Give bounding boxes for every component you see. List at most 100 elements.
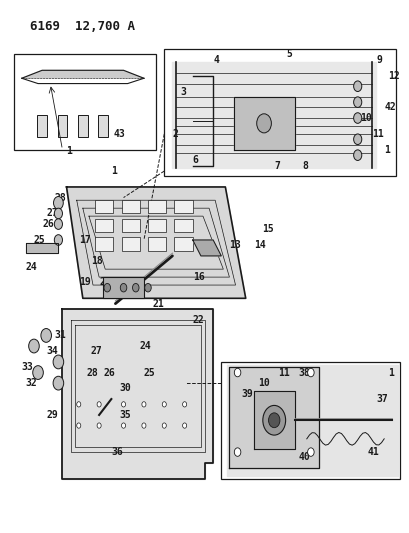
Circle shape: [182, 423, 186, 428]
Bar: [164, 49, 396, 176]
Text: 41: 41: [367, 447, 379, 457]
Circle shape: [144, 284, 151, 292]
Bar: [121, 219, 139, 232]
Text: 25: 25: [144, 368, 155, 377]
Circle shape: [54, 219, 62, 229]
Circle shape: [182, 402, 186, 407]
Bar: [221, 362, 400, 479]
Bar: [37, 115, 47, 136]
Circle shape: [53, 376, 63, 390]
Circle shape: [162, 402, 166, 407]
Text: 10: 10: [359, 113, 371, 123]
Polygon shape: [62, 309, 213, 479]
Text: 9: 9: [375, 55, 381, 64]
Text: 33: 33: [22, 362, 34, 372]
Text: 26: 26: [42, 219, 54, 229]
Circle shape: [54, 208, 62, 219]
Text: 29: 29: [46, 410, 58, 420]
Circle shape: [33, 366, 43, 379]
Text: 40: 40: [298, 453, 310, 463]
Text: 36: 36: [111, 447, 123, 457]
Text: 15: 15: [261, 224, 273, 235]
Text: 12: 12: [387, 70, 399, 80]
Circle shape: [76, 402, 81, 407]
Circle shape: [268, 413, 279, 427]
Text: 11: 11: [278, 368, 289, 377]
Text: 32: 32: [26, 378, 38, 388]
Polygon shape: [22, 70, 144, 78]
Text: 26: 26: [103, 368, 115, 377]
Circle shape: [234, 368, 240, 377]
Circle shape: [256, 114, 271, 133]
Text: 18: 18: [91, 256, 103, 266]
Text: 37: 37: [375, 394, 387, 404]
Bar: [103, 277, 144, 298]
Polygon shape: [26, 243, 58, 253]
Circle shape: [353, 81, 361, 92]
Bar: [121, 200, 139, 214]
Bar: [148, 219, 166, 232]
Bar: [174, 200, 192, 214]
Circle shape: [97, 423, 101, 428]
Circle shape: [162, 423, 166, 428]
Text: 17: 17: [79, 235, 90, 245]
Circle shape: [353, 97, 361, 108]
Circle shape: [121, 423, 125, 428]
Text: 31: 31: [54, 330, 66, 341]
Text: 8: 8: [302, 161, 308, 171]
Bar: [98, 115, 108, 136]
Bar: [121, 237, 139, 251]
Circle shape: [307, 448, 313, 456]
Polygon shape: [66, 187, 245, 298]
Text: 43: 43: [113, 129, 125, 139]
Polygon shape: [253, 391, 294, 449]
Text: 38: 38: [298, 368, 310, 377]
Bar: [13, 54, 156, 150]
Circle shape: [97, 402, 101, 407]
Bar: [148, 200, 166, 214]
Text: 2: 2: [172, 129, 178, 139]
Text: 39: 39: [241, 389, 253, 399]
Text: 24: 24: [26, 262, 38, 271]
Circle shape: [41, 328, 52, 342]
Text: 22: 22: [192, 314, 204, 325]
Text: 24: 24: [139, 341, 151, 351]
Circle shape: [120, 284, 126, 292]
Text: 35: 35: [119, 410, 131, 420]
Bar: [148, 237, 166, 251]
Bar: [78, 115, 88, 136]
Text: 42: 42: [383, 102, 395, 112]
Text: 27: 27: [46, 208, 58, 219]
Text: 23: 23: [99, 277, 110, 287]
Polygon shape: [227, 365, 398, 476]
Circle shape: [54, 197, 63, 209]
Bar: [95, 219, 113, 232]
Text: 4: 4: [213, 55, 218, 64]
Text: 30: 30: [119, 383, 131, 393]
Text: 6169  12,700 A: 6169 12,700 A: [30, 20, 135, 33]
Circle shape: [104, 284, 110, 292]
Circle shape: [121, 402, 125, 407]
Text: 3: 3: [180, 86, 186, 96]
Circle shape: [353, 150, 361, 160]
Bar: [95, 200, 113, 214]
Text: 34: 34: [46, 346, 58, 357]
Polygon shape: [192, 240, 221, 256]
Polygon shape: [233, 97, 294, 150]
Text: 1: 1: [387, 368, 393, 377]
Circle shape: [353, 113, 361, 123]
Text: 1: 1: [383, 145, 389, 155]
Polygon shape: [172, 62, 375, 168]
Text: 13: 13: [229, 240, 240, 251]
Text: 16: 16: [192, 272, 204, 282]
Text: 27: 27: [91, 346, 103, 357]
Circle shape: [132, 284, 139, 292]
Text: 11: 11: [371, 129, 383, 139]
Text: 5: 5: [286, 50, 292, 59]
Text: 1: 1: [111, 166, 117, 176]
Circle shape: [29, 339, 39, 353]
Text: 28: 28: [87, 368, 99, 377]
Text: 7: 7: [274, 161, 279, 171]
Circle shape: [262, 406, 285, 435]
Polygon shape: [229, 367, 318, 468]
